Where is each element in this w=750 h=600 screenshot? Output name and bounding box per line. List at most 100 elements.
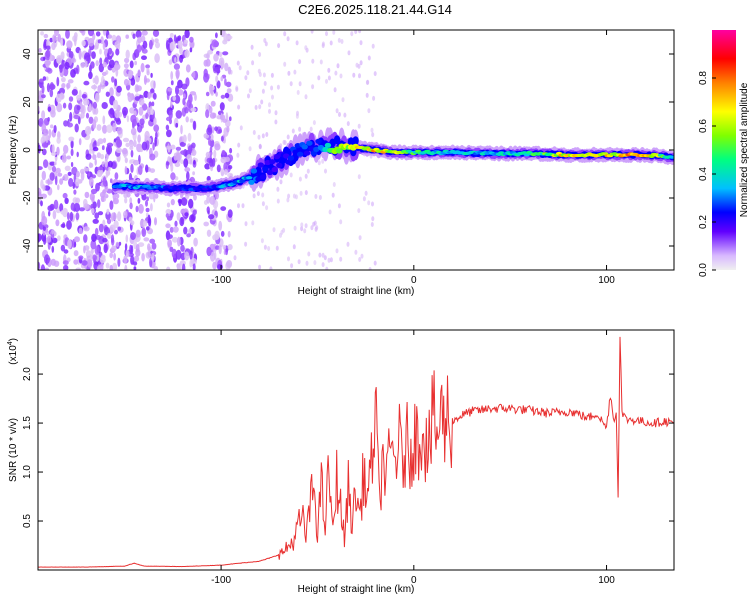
noise-cell — [373, 71, 377, 77]
noise-cell — [45, 49, 51, 59]
snr-y-tick-label: 0.5 — [22, 514, 33, 528]
noise-cell — [81, 260, 88, 266]
noise-cell — [357, 208, 361, 214]
noise-cell — [167, 234, 173, 240]
noise-cell — [225, 112, 229, 121]
noise-cell — [341, 97, 345, 103]
noise-cell — [149, 39, 153, 50]
noise-cell — [40, 31, 44, 36]
noise-cell — [171, 248, 177, 259]
noise-cell — [179, 159, 184, 165]
noise-cell — [88, 103, 92, 112]
noise-cell — [181, 83, 188, 90]
noise-cell — [179, 54, 184, 63]
noise-cell — [218, 244, 222, 255]
noise-cell — [209, 112, 216, 119]
snr-x-tick-label: 100 — [598, 575, 615, 586]
noise-cell — [205, 91, 210, 97]
spectrogram-cells — [38, 30, 674, 270]
noise-cell — [327, 75, 331, 81]
noise-cell — [147, 243, 151, 251]
noise-cell — [204, 163, 211, 170]
noise-cell — [150, 72, 153, 78]
noise-cell — [246, 70, 250, 76]
colorbar-tick-label: 0.8 — [698, 71, 709, 85]
noise-cell — [169, 32, 174, 38]
noise-cell — [338, 112, 341, 117]
noise-cell — [69, 111, 73, 122]
noise-cell — [154, 217, 157, 226]
noise-cell — [112, 122, 117, 133]
noise-cell — [141, 30, 148, 36]
noise-cell — [70, 202, 76, 211]
noise-cell — [94, 245, 100, 255]
noise-cell — [111, 245, 117, 252]
noise-cell — [237, 203, 240, 209]
colorbar-tick-label: 0.0 — [698, 263, 709, 277]
noise-cell — [87, 30, 95, 37]
noise-cell — [54, 30, 59, 37]
noise-cell — [57, 235, 61, 241]
noise-cell — [124, 197, 128, 204]
noise-cell — [145, 200, 148, 207]
noise-cell — [137, 197, 141, 204]
noise-cell — [238, 65, 242, 71]
noise-cell — [209, 158, 214, 167]
noise-cell — [56, 137, 61, 144]
noise-cell — [56, 103, 63, 113]
noise-cell — [290, 263, 294, 269]
noise-cell — [52, 34, 57, 43]
noise-cell — [130, 163, 134, 173]
noise-cell — [114, 109, 120, 119]
noise-cell — [137, 122, 140, 127]
snr-frame — [37, 329, 675, 571]
noise-cell — [117, 211, 122, 222]
noise-cell — [109, 252, 113, 259]
noise-cell — [129, 197, 133, 205]
noise-cell — [102, 137, 107, 144]
noise-cell — [294, 194, 298, 200]
noise-cell — [109, 264, 113, 270]
noise-cell — [321, 252, 325, 258]
noise-cell — [325, 31, 328, 37]
noise-cell — [49, 37, 53, 43]
ridge-cell — [352, 136, 359, 146]
noise-cell — [137, 36, 142, 44]
noise-cell — [145, 207, 150, 213]
noise-cell — [99, 48, 102, 55]
noise-cell — [54, 175, 58, 186]
noise-cell — [137, 69, 141, 77]
noise-cell — [170, 172, 176, 181]
noise-cell — [110, 234, 115, 243]
noise-cell — [237, 104, 241, 110]
noise-cell — [275, 245, 279, 251]
noise-cell — [313, 260, 317, 266]
noise-cell — [49, 88, 54, 98]
noise-cell — [346, 121, 350, 127]
noise-cell — [191, 142, 196, 149]
noise-cell — [59, 203, 64, 212]
noise-cell — [167, 87, 173, 92]
noise-cell — [184, 251, 190, 261]
noise-cell — [222, 61, 225, 69]
noise-cell — [74, 236, 80, 243]
noise-cell — [92, 154, 97, 161]
noise-cell — [44, 67, 52, 73]
noise-cell — [44, 254, 50, 265]
noise-cell — [209, 195, 216, 205]
noise-cell — [130, 149, 134, 158]
noise-cell — [57, 33, 61, 43]
ridge-cell — [285, 159, 292, 165]
noise-cell — [298, 81, 302, 87]
noise-cell — [325, 266, 329, 270]
noise-cell — [248, 146, 252, 152]
noise-cell — [236, 152, 240, 158]
noise-cell — [189, 250, 193, 260]
noise-cell — [43, 236, 47, 245]
noise-cell — [216, 264, 223, 270]
noise-cell — [68, 102, 73, 111]
noise-cell — [76, 105, 81, 111]
noise-cell — [140, 62, 145, 73]
noise-cell — [133, 266, 137, 270]
noise-cell — [117, 257, 121, 267]
